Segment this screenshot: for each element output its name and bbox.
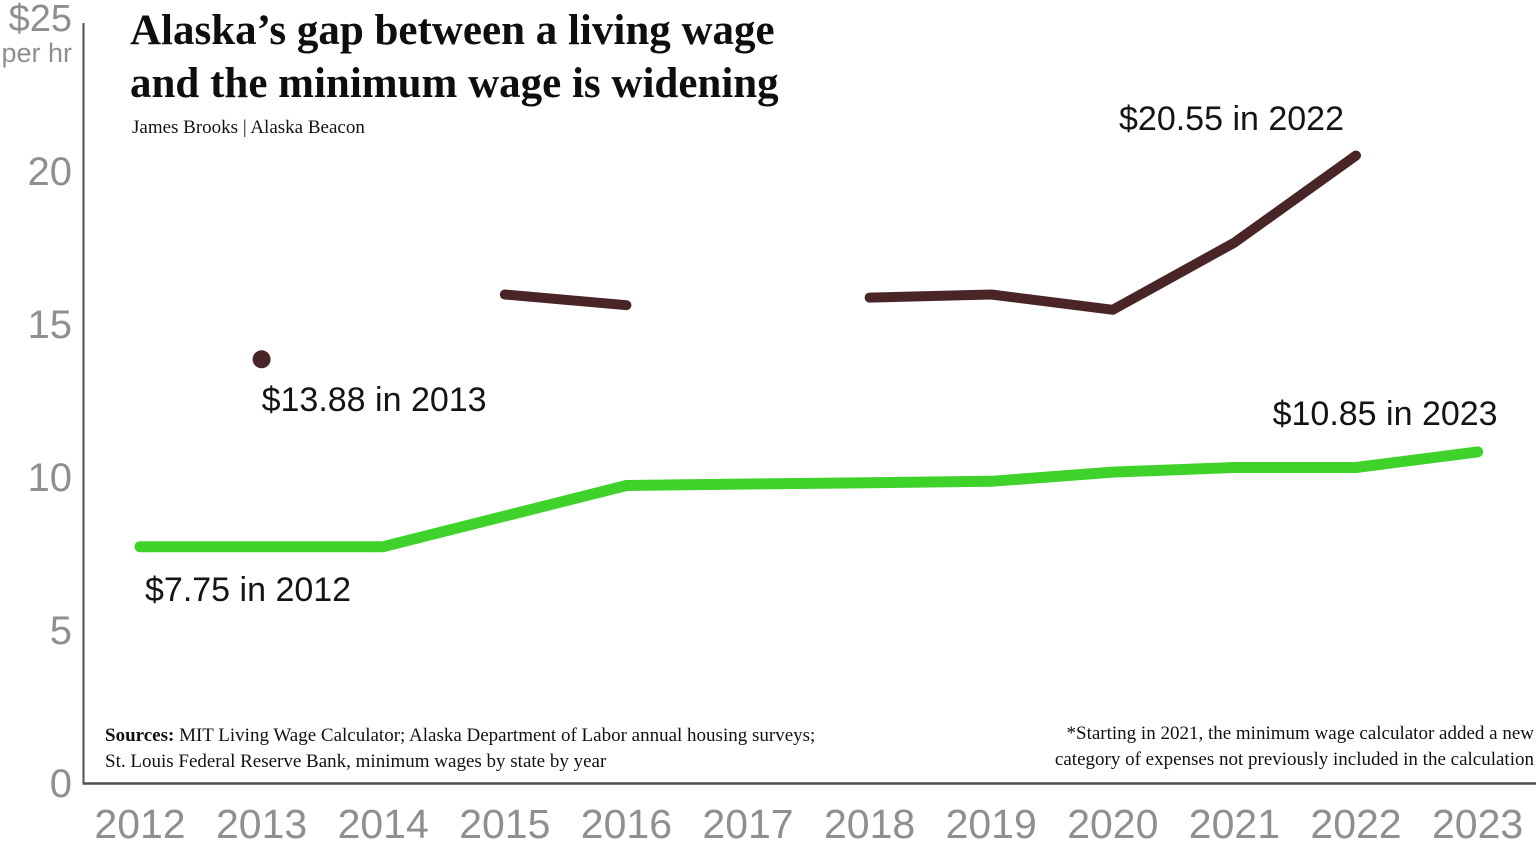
chart-title-line1: Alaska’s gap between a living wage <box>130 7 775 54</box>
methodology-footnote: *Starting in 2021, the minimum wage calc… <box>1055 721 1534 773</box>
x-tick-label: 2020 <box>1067 801 1159 847</box>
data-annotation: $20.55 in 2022 <box>1119 100 1344 139</box>
sources-label: Sources: <box>105 725 175 746</box>
sources-note: Sources: MIT Living Wage Calculator; Ala… <box>105 723 815 775</box>
x-tick-label: 2017 <box>702 801 794 847</box>
living-wage-line <box>864 150 1361 315</box>
x-tick-label: 2014 <box>337 801 429 847</box>
y-axis-unit-label: $25 <box>8 0 72 40</box>
data-annotation: $10.85 in 2023 <box>1272 394 1498 433</box>
footnote-line1: *Starting in 2021, the minimum wage calc… <box>1066 723 1535 744</box>
data-annotation: $7.75 in 2012 <box>145 570 352 609</box>
minimum-wage-line <box>134 446 1484 553</box>
data-annotation: $13.88 in 2013 <box>261 381 487 420</box>
y-tick-label: 0 <box>49 761 72 806</box>
byline: James Brooks | Alaska Beacon <box>132 117 365 138</box>
y-tick-label: 15 <box>27 303 73 348</box>
x-tick-label: 2022 <box>1310 801 1402 847</box>
sources-line1: Sources: MIT Living Wage Calculator; Ala… <box>105 723 815 749</box>
x-tick-label: 2015 <box>459 801 551 847</box>
y-tick-label: 10 <box>27 455 73 500</box>
y-axis-unit-sublabel: per hr <box>1 38 72 68</box>
y-tick-label: 5 <box>49 608 72 653</box>
x-tick-label: 2023 <box>1431 801 1524 847</box>
living-wage-line <box>499 289 632 311</box>
sources-line2: St. Louis Federal Reserve Bank, minimum … <box>105 751 607 772</box>
chart-title: Alaska’s gap between a living wage and t… <box>130 4 779 110</box>
living-wage-point <box>252 350 271 369</box>
chart-title-line2: and the minimum wage is widening <box>130 60 779 107</box>
sources-line1-text: MIT Living Wage Calculator; Alaska Depar… <box>174 725 816 746</box>
x-tick-label: 2021 <box>1188 801 1280 847</box>
x-tick-label: 2013 <box>215 801 308 847</box>
x-tick-label: 2012 <box>94 801 186 847</box>
y-tick-label: 20 <box>27 150 73 195</box>
footnote-line2: category of expenses not previously incl… <box>1054 749 1534 770</box>
x-tick-label: 2016 <box>580 801 672 847</box>
x-tick-label: 2018 <box>823 801 916 847</box>
x-tick-label: 2019 <box>945 801 1037 847</box>
